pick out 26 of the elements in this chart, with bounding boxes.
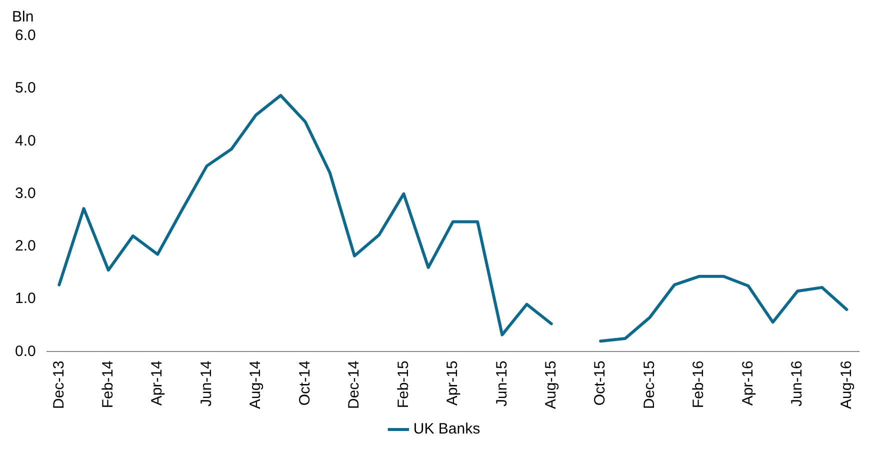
x-tick-label: Feb-15 <box>394 360 412 408</box>
x-tick-label: Oct-14 <box>296 360 314 406</box>
x-tick-label: Aug-14 <box>247 360 264 410</box>
x-tick-label: Dec-14 <box>346 360 363 409</box>
x-tick-label: Aug-16 <box>838 360 855 410</box>
y-tick-label: 5.0 <box>14 80 36 97</box>
y-tick-label: 2.0 <box>14 238 36 255</box>
x-tick-label: Dec-13 <box>50 360 68 409</box>
x-tick-label: Jun-16 <box>788 360 806 407</box>
x-tick-label: Dec-15 <box>640 360 658 409</box>
x-tick-label: Aug-15 <box>542 360 560 410</box>
x-tick-label: Feb-16 <box>690 360 708 408</box>
y-tick-label: 0.0 <box>14 342 36 360</box>
x-tick-label: Apr-14 <box>148 360 166 406</box>
x-tick-label: Apr-15 <box>444 360 462 406</box>
x-tick-label: Jun-15 <box>493 360 510 407</box>
x-tick-label: Feb-14 <box>100 360 117 408</box>
x-tick-label: Jun-14 <box>198 360 215 407</box>
legend-label: UK Banks <box>413 420 480 438</box>
y-tick-label: 4.0 <box>14 132 36 150</box>
x-tick-label: Oct-15 <box>592 360 609 406</box>
y-tick-label: 6.0 <box>14 27 36 44</box>
y-tick-label: 1.0 <box>14 290 36 308</box>
y-tick-label: 3.0 <box>14 184 36 202</box>
x-tick-label: Apr-16 <box>739 360 756 406</box>
y-axis-title: Bln <box>12 8 34 26</box>
